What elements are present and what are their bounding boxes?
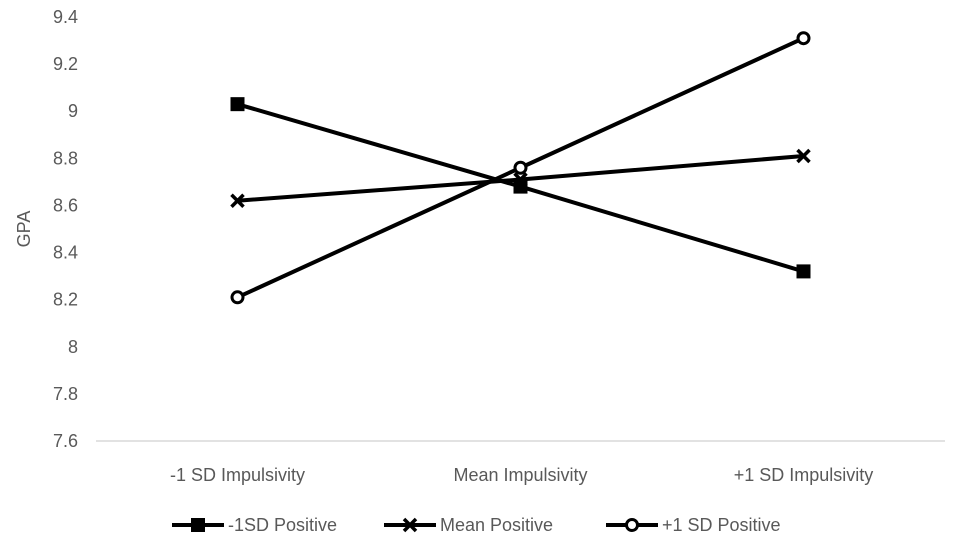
legend-item: Mean Positive xyxy=(384,515,553,535)
data-point-marker xyxy=(230,290,245,305)
data-point-marker xyxy=(230,193,245,208)
series-2 xyxy=(230,31,811,305)
y-tick-label: 8.8 xyxy=(53,148,78,168)
y-tick-label: 8.6 xyxy=(53,195,78,215)
series-group xyxy=(230,31,811,305)
data-point-marker xyxy=(513,172,528,187)
legend-marker xyxy=(402,517,418,533)
data-point-marker xyxy=(513,160,528,175)
data-point-marker xyxy=(796,264,811,279)
x-category-labels: -1 SD Impulsivity Mean Impulsivity +1 SD I… xyxy=(170,465,873,485)
legend-item: -1SD Positive xyxy=(172,515,337,535)
legend: -1SD Positive Mean Positive +1 SD Positive xyxy=(172,515,781,535)
y-axis-label: GPA xyxy=(14,211,34,248)
y-tick-label: 7.6 xyxy=(53,431,78,451)
y-tick-label: 8.2 xyxy=(53,290,78,310)
legend-item: +1 SD Positive xyxy=(606,515,781,535)
legend-label: Mean Positive xyxy=(440,515,553,535)
y-tick-label: 7.8 xyxy=(53,384,78,404)
data-point-marker xyxy=(796,148,811,164)
y-tick-label: 9 xyxy=(68,101,78,121)
data-point-marker xyxy=(796,31,811,46)
x-category-label: Mean Impulsivity xyxy=(453,465,587,485)
y-tick-label: 8 xyxy=(68,337,78,357)
x-category-label: +1 SD Impulsivity xyxy=(734,465,874,485)
legend-marker xyxy=(625,518,639,532)
x-category-label: -1 SD Impulsivity xyxy=(170,465,305,485)
data-point-marker xyxy=(230,97,245,112)
y-tick-label: 8.4 xyxy=(53,243,78,263)
y-tick-label: 9.2 xyxy=(53,54,78,74)
series-0 xyxy=(230,97,811,279)
legend-marker xyxy=(191,518,205,532)
y-ticks: 7.6 7.8 8 8.2 8.4 8.6 8.8 9 9.2 9.4 xyxy=(53,7,78,451)
y-tick-label: 9.4 xyxy=(53,7,78,27)
legend-label: -1SD Positive xyxy=(228,515,337,535)
series-1 xyxy=(230,148,811,208)
legend-label: +1 SD Positive xyxy=(662,515,781,535)
